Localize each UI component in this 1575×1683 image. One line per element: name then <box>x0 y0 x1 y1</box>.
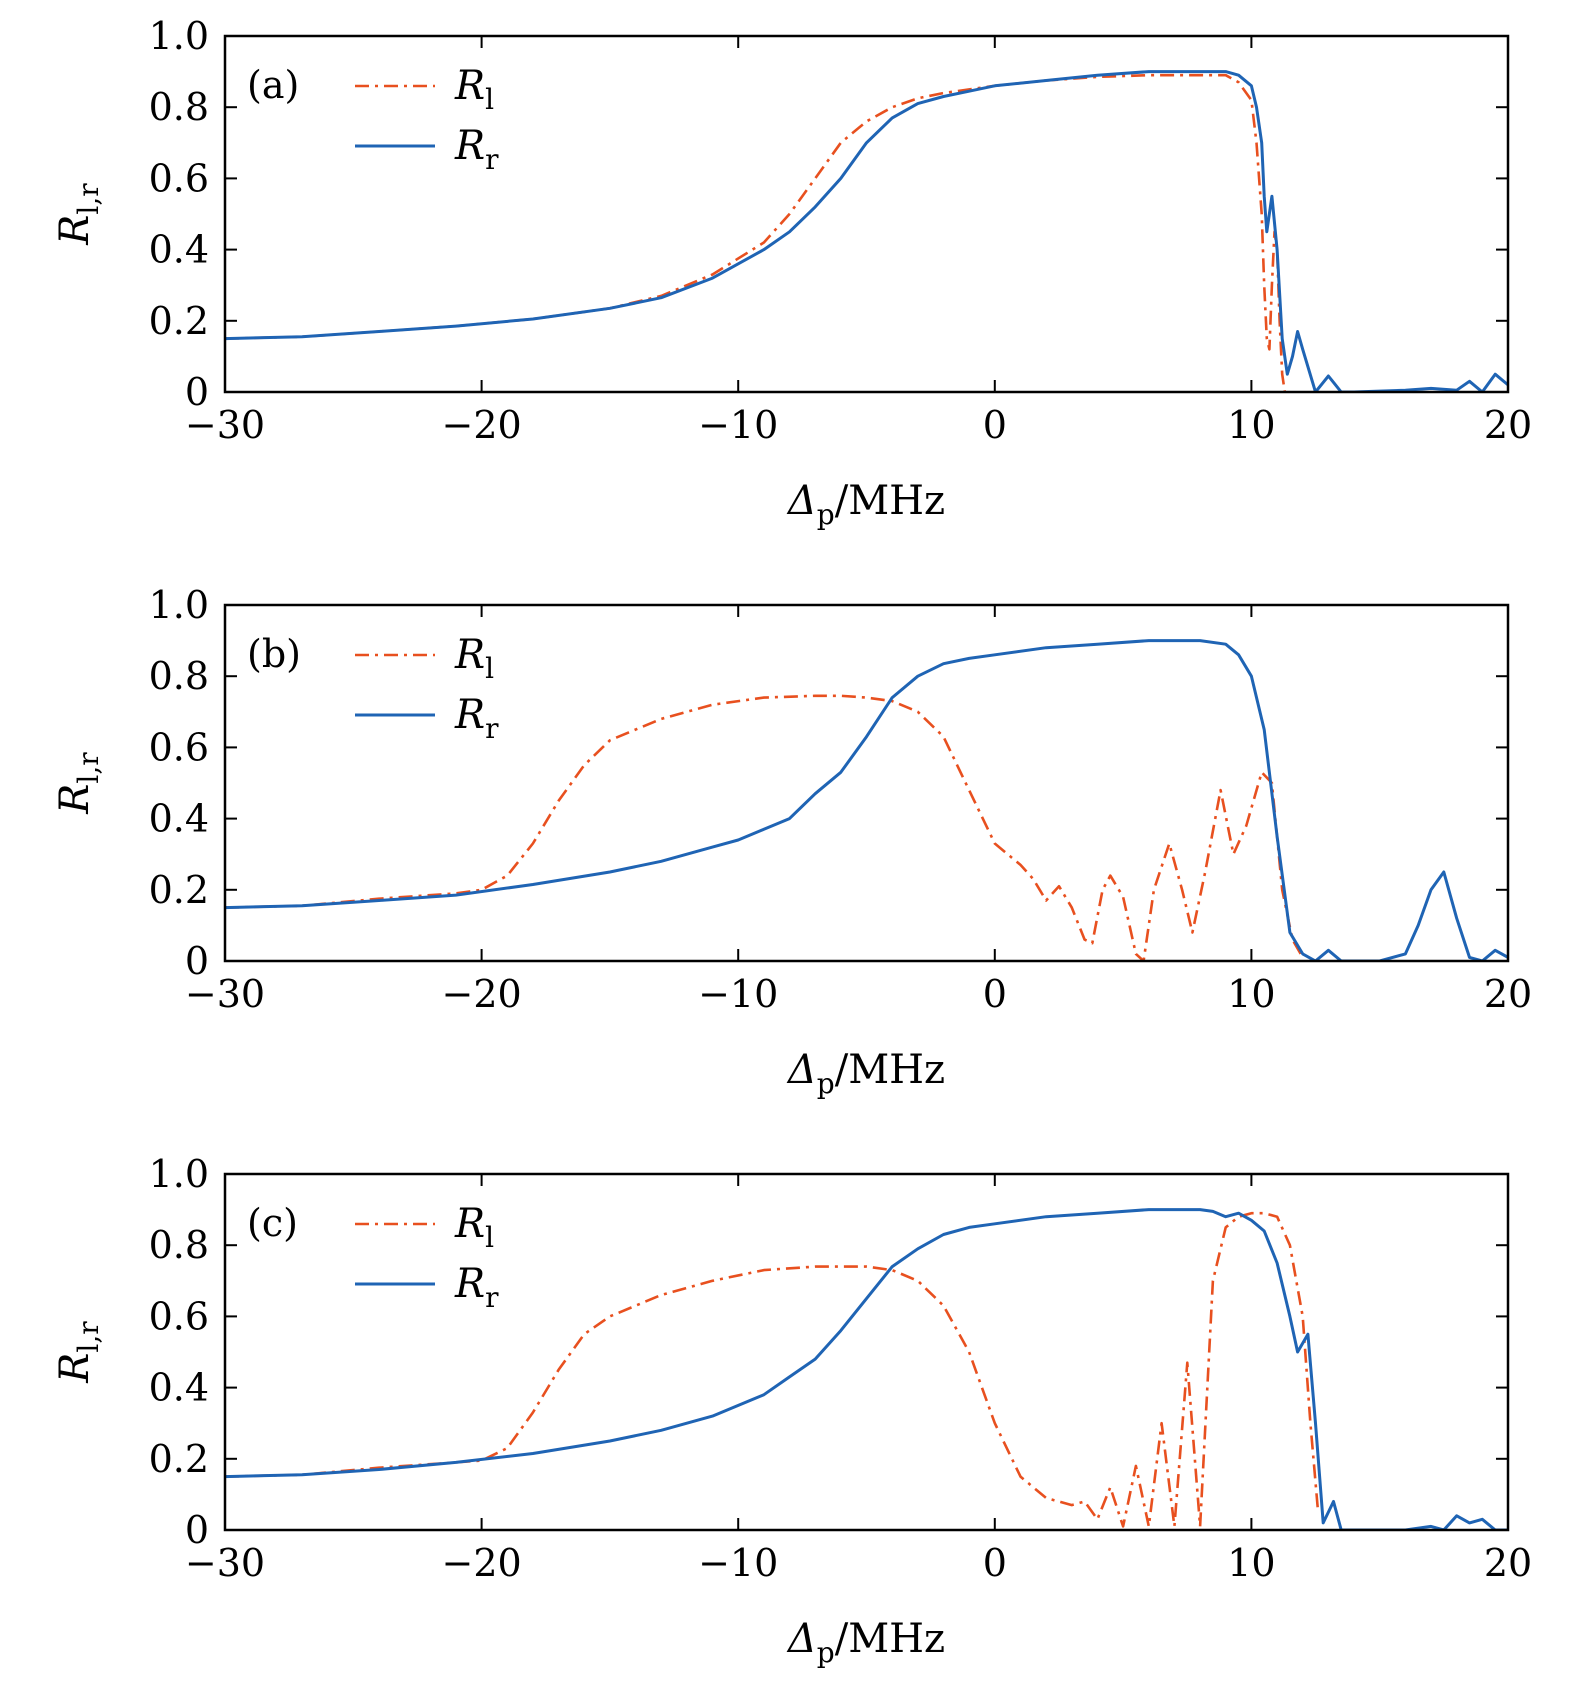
x-tick-label: 20 <box>1484 1541 1532 1585</box>
x-tick-label: −30 <box>185 403 265 447</box>
y-tick-label: 0 <box>185 1508 209 1552</box>
x-tick-label: −30 <box>185 1541 265 1585</box>
series-line-rr <box>225 70 1508 392</box>
y-tick-label: 1.0 <box>149 1152 209 1196</box>
series-line-rl <box>225 73 1287 392</box>
panel-b: −30 −20 −10 0 10 20 0 0.2 0.4 0.6 0.8 1.0 Δp/MHz Rl,r… <box>52 583 1532 1100</box>
x-tick-label: 0 <box>983 403 1007 447</box>
x-tick-label: 10 <box>1227 403 1275 447</box>
y-tick-label: 0.8 <box>149 85 209 129</box>
x-tick-label: −10 <box>698 403 778 447</box>
x-tick-label: 20 <box>1484 972 1532 1016</box>
plot-frame <box>223 1172 1510 1532</box>
y-tick-label: 0.8 <box>149 654 209 698</box>
plot-frame <box>223 34 1510 394</box>
y-tick-label: 0.2 <box>149 1437 209 1481</box>
y-tick-label: 0.6 <box>149 725 209 769</box>
series-line-rl <box>225 694 1304 961</box>
x-axis-label: Δp/MHz <box>786 1047 945 1100</box>
x-axis-label: Δp/MHz <box>786 478 945 531</box>
legend: Rl Rr <box>355 1201 499 1314</box>
y-axis-label: Rl,r <box>52 1321 105 1384</box>
x-tick-label: −20 <box>441 403 521 447</box>
y-tick-label: 0.4 <box>149 1366 209 1410</box>
legend-label-rl: Rl <box>454 632 494 685</box>
legend-label-rr: Rr <box>454 1261 499 1314</box>
x-tick-label: −30 <box>185 972 265 1016</box>
y-tick-label: 0 <box>185 370 209 414</box>
panel-c: −30 −20 −10 0 10 20 0 0.2 0.4 0.6 0.8 1.0 Δp/MHz Rl,r… <box>52 1152 1532 1669</box>
x-tick-label: −20 <box>441 1541 521 1585</box>
legend: Rl Rr <box>355 63 499 176</box>
series-line-rr <box>225 639 1508 961</box>
x-tick-label: 10 <box>1227 972 1275 1016</box>
x-tick-label: 10 <box>1227 1541 1275 1585</box>
y-tick-label: 1.0 <box>149 583 209 627</box>
y-tick-label: 0.8 <box>149 1223 209 1267</box>
plot-frame <box>223 603 1510 963</box>
series-line-rl <box>225 1211 1320 1528</box>
y-tick-label: 0.2 <box>149 868 209 912</box>
legend: Rl Rr <box>355 632 499 745</box>
x-tick-label: −10 <box>698 1541 778 1585</box>
x-axis-label: Δp/MHz <box>786 1616 945 1669</box>
panel-label: (c) <box>247 1201 298 1245</box>
y-tick-label: 0.4 <box>149 228 209 272</box>
y-tick-label: 1.0 <box>149 14 209 58</box>
series-line-rr <box>225 1208 1508 1530</box>
panel-label: (a) <box>247 63 299 107</box>
y-tick-label: 0.2 <box>149 299 209 343</box>
panel-a: −30 −20 −10 0 10 20 0 0.2 0.4 0.6 0.8 1.0 Δp/MHz Rl,r… <box>52 14 1532 531</box>
x-tick-label: −20 <box>441 972 521 1016</box>
x-tick-label: 0 <box>983 1541 1007 1585</box>
legend-label-rr: Rr <box>454 692 499 745</box>
legend-label-rl: Rl <box>454 1201 494 1254</box>
panel-label: (b) <box>247 632 301 676</box>
legend-label-rr: Rr <box>454 123 499 176</box>
legend-label-rl: Rl <box>454 63 494 116</box>
y-axis-label: Rl,r <box>52 752 105 815</box>
y-tick-label: 0 <box>185 939 209 983</box>
y-tick-label: 0.4 <box>149 797 209 841</box>
x-tick-label: −10 <box>698 972 778 1016</box>
x-tick-label: 20 <box>1484 403 1532 447</box>
x-tick-label: 0 <box>983 972 1007 1016</box>
y-tick-label: 0.6 <box>149 1294 209 1338</box>
y-tick-label: 0.6 <box>149 156 209 200</box>
y-axis-label: Rl,r <box>52 183 105 246</box>
